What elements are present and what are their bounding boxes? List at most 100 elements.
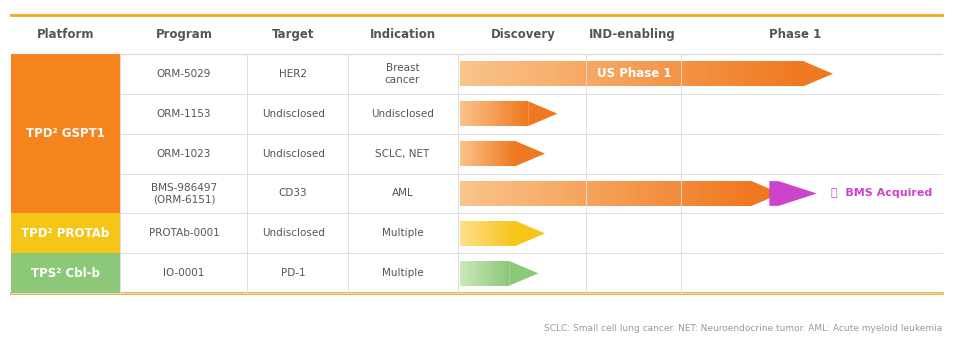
Polygon shape (496, 101, 498, 126)
Polygon shape (496, 221, 498, 246)
Polygon shape (508, 261, 509, 286)
Polygon shape (480, 101, 482, 126)
Polygon shape (485, 261, 486, 286)
Text: Discovery: Discovery (491, 28, 556, 41)
Polygon shape (564, 181, 570, 206)
Polygon shape (617, 181, 623, 206)
Polygon shape (495, 261, 496, 286)
Polygon shape (481, 141, 482, 166)
Polygon shape (516, 101, 517, 126)
Polygon shape (505, 261, 506, 286)
Polygon shape (469, 101, 470, 126)
Polygon shape (507, 261, 508, 286)
Polygon shape (508, 221, 509, 246)
Polygon shape (666, 61, 673, 86)
Polygon shape (577, 61, 584, 86)
Polygon shape (694, 61, 701, 86)
Polygon shape (530, 181, 536, 206)
Polygon shape (505, 221, 506, 246)
Polygon shape (472, 261, 473, 286)
Polygon shape (510, 141, 512, 166)
Polygon shape (483, 141, 484, 166)
Polygon shape (489, 261, 490, 286)
Polygon shape (468, 141, 469, 166)
Polygon shape (638, 61, 645, 86)
Polygon shape (476, 141, 477, 166)
Polygon shape (762, 61, 769, 86)
Text: IO-0001: IO-0001 (163, 268, 204, 278)
Polygon shape (467, 261, 468, 286)
Polygon shape (501, 101, 502, 126)
Polygon shape (492, 261, 493, 286)
Polygon shape (496, 141, 498, 166)
Polygon shape (493, 221, 494, 246)
Polygon shape (461, 141, 462, 166)
Polygon shape (521, 101, 522, 126)
Polygon shape (490, 261, 491, 286)
Polygon shape (512, 101, 513, 126)
Polygon shape (710, 181, 716, 206)
Polygon shape (645, 61, 653, 86)
Polygon shape (509, 101, 511, 126)
Polygon shape (467, 101, 468, 126)
Polygon shape (582, 181, 588, 206)
Text: Platform: Platform (37, 28, 95, 41)
Polygon shape (475, 141, 476, 166)
Polygon shape (576, 181, 582, 206)
Polygon shape (521, 61, 528, 86)
Polygon shape (468, 221, 469, 246)
Polygon shape (570, 181, 576, 206)
Polygon shape (481, 221, 482, 246)
Polygon shape (473, 221, 474, 246)
Polygon shape (494, 61, 501, 86)
Polygon shape (467, 141, 468, 166)
Polygon shape (498, 101, 499, 126)
Polygon shape (659, 181, 664, 206)
Polygon shape (499, 141, 500, 166)
Polygon shape (483, 101, 484, 126)
Polygon shape (505, 101, 506, 126)
Text: IND-enabling: IND-enabling (589, 28, 676, 41)
Polygon shape (500, 181, 506, 206)
Polygon shape (686, 61, 694, 86)
Polygon shape (463, 261, 464, 286)
Polygon shape (742, 61, 749, 86)
Polygon shape (495, 221, 496, 246)
Polygon shape (479, 261, 480, 286)
Polygon shape (525, 101, 527, 126)
Polygon shape (495, 141, 496, 166)
Polygon shape (721, 61, 728, 86)
Polygon shape (504, 261, 505, 286)
Polygon shape (464, 261, 465, 286)
Polygon shape (470, 141, 472, 166)
Polygon shape (473, 101, 474, 126)
Polygon shape (486, 101, 487, 126)
Polygon shape (756, 61, 762, 86)
Polygon shape (606, 181, 612, 206)
Polygon shape (508, 101, 509, 126)
Polygon shape (483, 221, 484, 246)
Polygon shape (477, 181, 483, 206)
Polygon shape (653, 61, 660, 86)
Polygon shape (462, 141, 463, 166)
Polygon shape (506, 101, 508, 126)
Polygon shape (503, 101, 505, 126)
Polygon shape (470, 221, 472, 246)
Text: Indication: Indication (370, 28, 436, 41)
Polygon shape (664, 181, 670, 206)
Polygon shape (487, 101, 489, 126)
Polygon shape (490, 141, 492, 166)
Polygon shape (463, 141, 464, 166)
Polygon shape (502, 141, 503, 166)
Polygon shape (516, 221, 545, 246)
Polygon shape (471, 181, 477, 206)
Polygon shape (472, 141, 473, 166)
Polygon shape (515, 141, 516, 166)
Polygon shape (505, 141, 506, 166)
Polygon shape (790, 61, 797, 86)
Polygon shape (477, 261, 478, 286)
Polygon shape (463, 101, 464, 126)
Polygon shape (518, 101, 520, 126)
Polygon shape (464, 101, 465, 126)
Polygon shape (470, 261, 471, 286)
